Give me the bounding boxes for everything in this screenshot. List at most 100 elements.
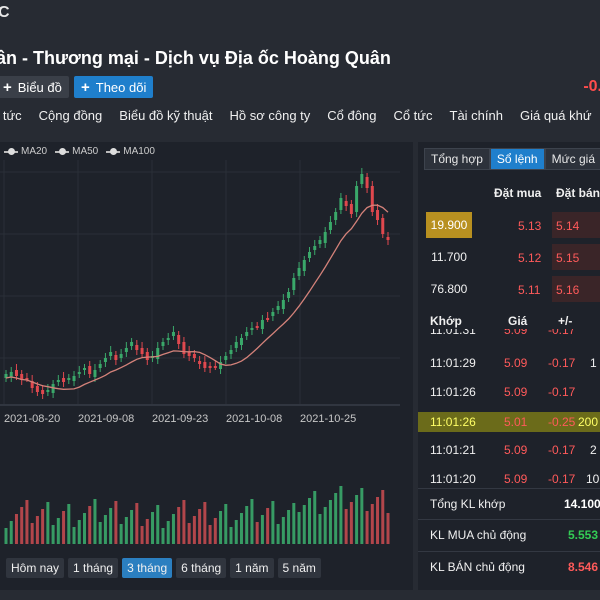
range-1-month[interactable]: 1 tháng [68,558,119,578]
volume-bar [245,506,249,544]
range-3-months[interactable]: 3 tháng [122,558,173,578]
header-buy: Đặt mua [494,186,542,200]
order-tabs: Tổng hợp Sổ lệnh Mức giá [424,148,600,170]
legend-ma20[interactable]: MA20 [4,146,47,157]
volume-bar [308,498,312,544]
candle [376,210,380,220]
range-today[interactable]: Hôm nay [6,558,65,578]
volume-bar [318,514,322,544]
volume-bar [334,493,338,544]
volume-bar [93,499,97,544]
header-matched-time: Khớp [430,314,462,328]
bid-price: 5.11 [518,283,541,297]
range-5-years[interactable]: 5 năm [277,558,321,578]
header-sell: Đặt bán [556,186,600,200]
candle [250,328,254,330]
candle [213,366,217,368]
range-6-months[interactable]: 6 tháng [176,558,227,578]
volume-bar [20,507,24,544]
volume-bar [255,522,259,544]
candle [281,300,285,309]
ma100-line-icon [106,147,121,155]
volume-bar [182,500,186,544]
candle [203,362,207,368]
summary-total-volume: Tổng KL khớp 14.100 [418,488,600,518]
volume-bar [323,507,327,544]
volume-bar [124,517,128,544]
matched-row: 11:01:26 5.09 -0.17 [430,385,576,399]
volume-bar [313,491,317,544]
volume-bar [376,497,380,544]
bid-volume: 11.700 [431,250,467,264]
candle [365,177,369,188]
candle [20,374,24,380]
volume-bar [198,509,202,544]
candle [25,378,29,380]
candle [93,370,97,377]
candle [339,198,343,210]
nav-news[interactable]: n tức [0,108,22,123]
range-1-year[interactable]: 1 năm [230,558,274,578]
volume-bar [82,513,86,544]
volume-bar [161,528,165,544]
volume-bar [266,508,270,544]
volume-bar [98,522,102,544]
summary-active-buy: KL MUA chủ động 5.553 [418,519,600,549]
tab-summary[interactable]: Tổng hợp [424,148,490,170]
volume-bar [56,518,60,544]
volume-bar [229,527,233,544]
candle [56,380,60,382]
x-tick-label: 2021-09-23 [152,413,208,425]
nav-dividends[interactable]: Cổ tức [393,108,433,123]
volume-bar [62,511,66,544]
candle [386,237,390,240]
volume-bar [260,515,264,544]
nav-financials[interactable]: Tài chính [449,108,503,123]
candle [135,345,139,350]
x-tick-label: 2021-08-20 [4,413,60,425]
volume-bar [250,499,254,544]
volume-bar [271,501,275,544]
volume-bar [203,502,207,544]
nav-technical-chart[interactable]: Biểu đồ kỹ thuật [119,108,213,123]
follow-button[interactable]: + Theo dõi [74,76,154,98]
volume-bar [145,519,149,544]
candle [67,378,71,380]
tab-order-book[interactable]: Sổ lệnh [489,148,545,170]
volume-bar [234,520,238,544]
volume-bar [276,524,280,544]
volume-bar [192,516,196,544]
volume-bar [224,504,228,544]
ask-depth-bar [552,212,600,238]
volume-bar [386,513,390,544]
nav-price-history[interactable]: Giá quá khứ [519,108,592,123]
candle [88,366,92,374]
chart-button[interactable]: + Biểu đồ [0,76,69,98]
legend-ma100[interactable]: MA100 [106,146,155,157]
candle [208,366,212,368]
volume-bar [370,504,374,544]
nav-shareholders[interactable]: Cổ đông [327,108,377,123]
volume-bar [67,504,71,544]
ma50-line-icon [55,147,70,155]
tab-price-levels[interactable]: Mức giá [544,148,600,170]
order-panel: Tổng hợp Sổ lệnh Mức giá Đặt mua Đặt bán… [418,142,600,590]
nav-community[interactable]: Cộng đồng [38,108,103,123]
plus-icon: + [81,78,90,96]
candle [130,342,134,346]
legend-ma50[interactable]: MA50 [55,146,98,157]
candle [313,246,317,250]
candle [318,240,322,244]
volume-bar [349,502,353,544]
nav-company-profile[interactable]: Hồ sơ công ty [229,108,311,123]
ask-depth-bar [552,276,600,302]
candle [77,372,81,374]
volume-bar [103,515,107,544]
volume-bar [166,521,170,544]
price-chart[interactable]: 2021-08-20 2021-09-08 2021-09-23 2021-10-08… [0,142,413,552]
candle [360,174,364,184]
volume-bar [140,526,144,544]
ask-price: 5.16 [556,283,580,297]
volume-bar [130,510,134,544]
volume-bar [171,514,175,544]
